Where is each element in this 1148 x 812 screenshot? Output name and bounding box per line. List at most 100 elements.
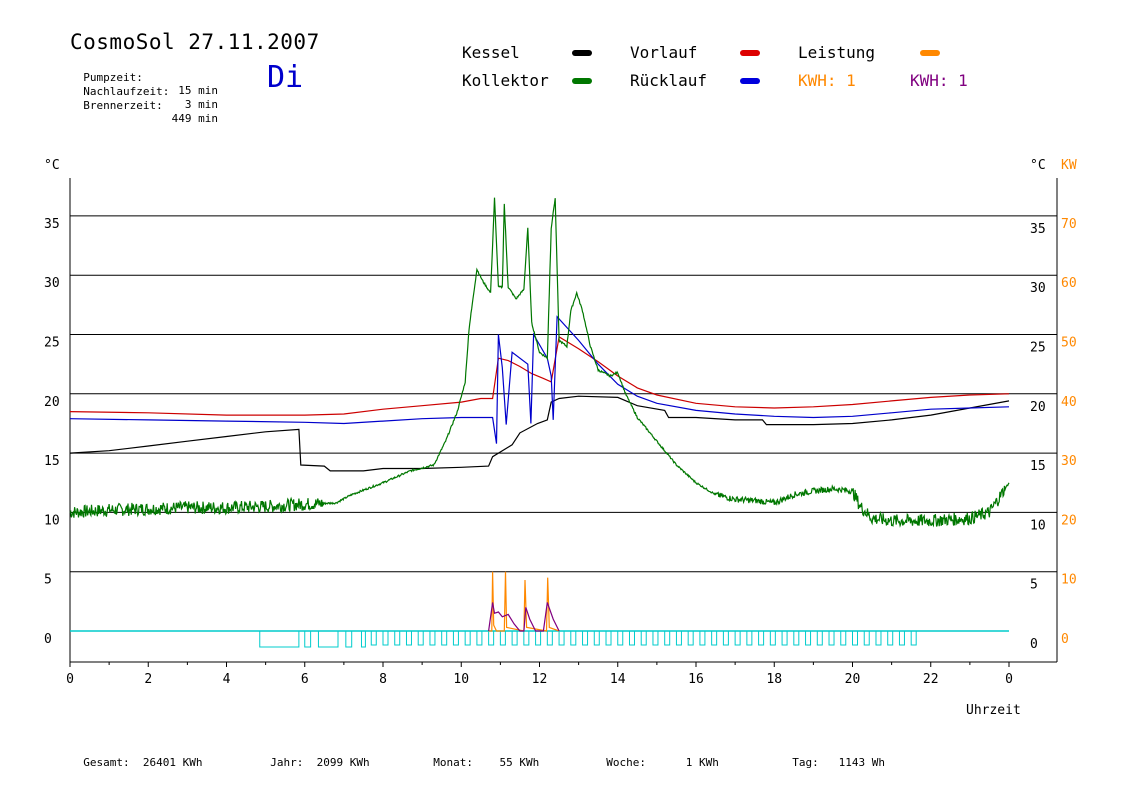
pump-pulse: [546, 630, 553, 646]
y-tick-label-left: 10: [44, 513, 60, 528]
pump-pulse: [441, 630, 448, 646]
x-tick-label: 12: [532, 672, 548, 687]
stat-row-brennerzeit: Brennerzeit: 449 min: [70, 86, 218, 125]
y-tick-label-right: 35: [1030, 222, 1046, 237]
stat-label: Brennerzeit:: [83, 99, 163, 112]
x-tick-label: 0: [1005, 672, 1013, 687]
legend-leistung-swatch: [920, 50, 940, 56]
footer-tag: Tag: 1143 Wh: [779, 743, 885, 769]
x-tick-label: 4: [223, 672, 231, 687]
footer-value: 1143 Wh: [838, 756, 885, 769]
footer-value: 1 KWh: [685, 756, 719, 769]
series-line-leistung: [488, 571, 560, 632]
stat-value: 449 min: [171, 112, 218, 125]
pump-pulse: [558, 630, 565, 646]
y-tick-label-kw: 30: [1061, 454, 1077, 469]
x-tick-label: 10: [453, 672, 469, 687]
legend-kwh-2-label: KWH: 1: [910, 71, 968, 90]
y-tick-label-kw: 70: [1061, 217, 1077, 232]
x-tick-label: 2: [144, 672, 152, 687]
pump-pulse: [793, 630, 800, 646]
pump-pulse: [687, 630, 694, 646]
pump-pulse: [910, 630, 917, 646]
x-tick-label: 14: [610, 672, 626, 687]
y-tick-label-right: 15: [1030, 459, 1046, 474]
stat-value: 3 min: [184, 98, 218, 111]
y-tick-label-right: 30: [1030, 281, 1046, 296]
y-tick-label-kw: 50: [1061, 336, 1077, 351]
legend-leistung-label: Leistung: [798, 43, 876, 62]
pump-pulse: [664, 630, 671, 646]
y-tick-label-kw: 60: [1061, 276, 1077, 291]
y-tick-label-left: 15: [44, 454, 60, 469]
stat-row-nachlaufzeit: Nachlaufzeit: 3 min: [70, 72, 218, 111]
pump-pulse: [476, 630, 483, 646]
pump-pulse: [699, 630, 706, 646]
pump-pulse: [452, 630, 459, 646]
pump-pulse: [781, 630, 788, 646]
y-tick-label-right: 25: [1030, 341, 1046, 356]
pump-pulse: [370, 630, 377, 646]
pump-pulse: [570, 630, 577, 646]
y-tick-label-left: 5: [44, 573, 52, 588]
pump-pulse: [675, 630, 682, 646]
pump-pulse: [499, 630, 506, 646]
pump-box: [317, 630, 339, 648]
pump-pulse: [488, 630, 495, 646]
footer-value: 26401 KWh: [142, 756, 203, 769]
pump-pulse: [805, 630, 812, 646]
footer-value: 55 KWh: [499, 756, 540, 769]
weekday-label: Di: [267, 60, 304, 95]
legend-kwh-label: KWH: 1: [798, 71, 856, 90]
footer-gesamt: Gesamt: 26401 KWh: [70, 743, 202, 769]
pump-pulse: [511, 630, 518, 646]
pump-pulse: [617, 630, 624, 646]
x-tick-label: 6: [301, 672, 309, 687]
y-tick-label-kw: 20: [1061, 513, 1077, 528]
legend-kessel-label: Kessel: [462, 43, 520, 62]
y-tick-label-kw: 40: [1061, 395, 1077, 410]
pump-pulse: [769, 630, 776, 646]
pump-box: [259, 630, 300, 648]
legend-kessel-swatch: [572, 50, 592, 56]
y-tick-label-left: 35: [44, 217, 60, 232]
footer-jahr: Jahr: 2099 KWh: [257, 743, 369, 769]
x-axis-title: Uhrzeit: [966, 703, 1021, 718]
pump-pulse: [758, 630, 765, 646]
legend-kollektor-swatch: [572, 78, 592, 84]
pump-pulse: [605, 630, 612, 646]
y-tick-label-left: 25: [44, 336, 60, 351]
pump-pulse: [863, 630, 870, 646]
x-tick-label: 0: [66, 672, 74, 687]
footer-label: Monat:: [433, 756, 473, 769]
y-tick-label-right: 10: [1030, 518, 1046, 533]
stat-row-pumpzeit: Pumpzeit: 15 min: [70, 58, 218, 97]
footer-monat: Monat: 55 KWh: [420, 743, 539, 769]
legend-ruecklauf-label: Rücklauf: [630, 71, 708, 90]
pump-pulse: [417, 630, 424, 646]
y-tick-label-left: 20: [44, 395, 60, 410]
pump-pulse: [593, 630, 600, 646]
pump-box: [360, 630, 366, 648]
legend-ruecklauf-swatch: [740, 78, 760, 84]
y-axis-title-kw: KW: [1061, 158, 1077, 173]
series-line-kessel: [69, 395, 1010, 472]
stat-value: 15 min: [178, 84, 218, 97]
pump-pulse: [628, 630, 635, 646]
pump-box: [304, 630, 312, 648]
pump-pulse: [535, 630, 542, 646]
x-tick-label: 20: [845, 672, 861, 687]
pump-pulse: [382, 630, 389, 646]
pump-pulse: [875, 630, 882, 646]
y-tick-label-kw: 0: [1061, 632, 1069, 647]
legend-vorlauf-swatch: [740, 50, 760, 56]
pump-pulse: [746, 630, 753, 646]
y-axis-title-right: °C: [1030, 158, 1046, 173]
pump-pulse: [734, 630, 741, 646]
series-line-ruecklauf: [69, 315, 1010, 444]
x-tick-label: 16: [688, 672, 704, 687]
pump-pulse: [722, 630, 729, 646]
x-tick-label: 22: [923, 672, 939, 687]
pump-pulse: [464, 630, 471, 646]
